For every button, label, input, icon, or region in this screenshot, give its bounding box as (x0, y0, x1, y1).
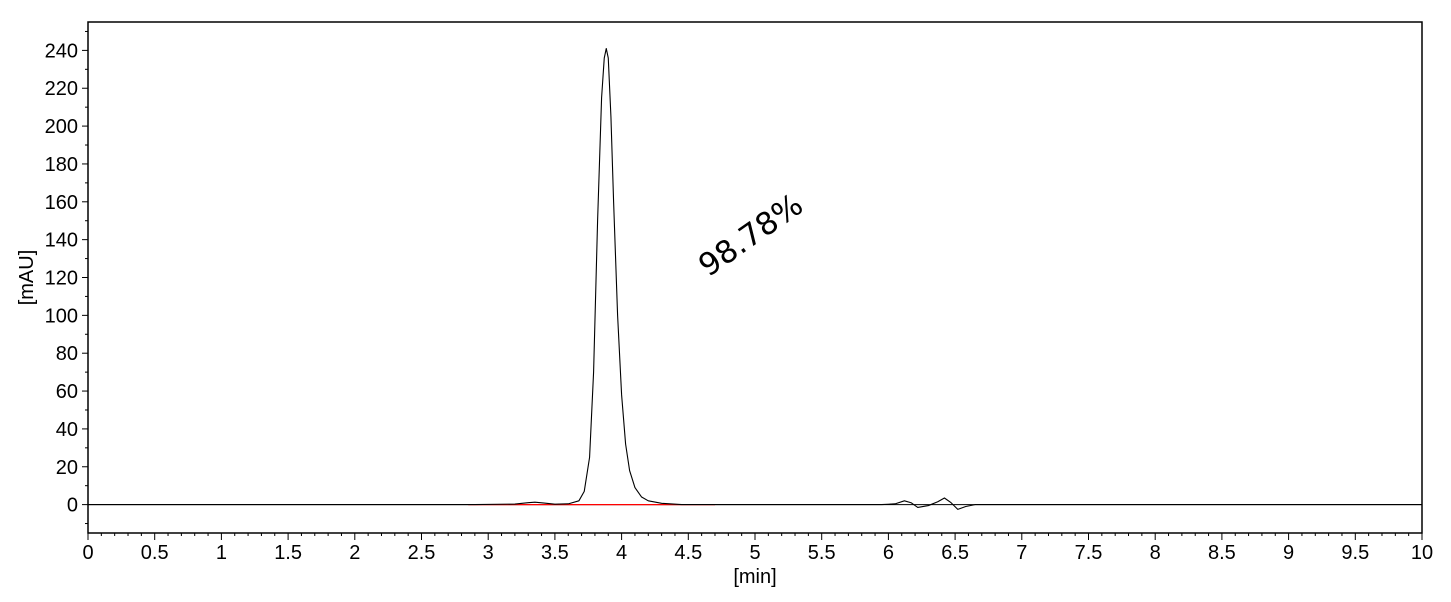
x-tick-label: 8 (1150, 542, 1161, 564)
y-tick-label: 100 (45, 305, 78, 327)
y-tick-label: 220 (45, 78, 78, 100)
x-tick-label: 6 (883, 542, 894, 564)
y-axis-title: [mAU] (16, 250, 38, 306)
x-tick-label: 0 (82, 542, 93, 564)
x-tick-label: 8.5 (1208, 542, 1236, 564)
x-axis-ticks: 0 0.5 1 1.5 2 2.5 3 3.5 4 4.5 5 5.5 6 6.5 7 7.5 8 8.5 9 9.5… (82, 533, 1433, 564)
x-tick-label: 2.5 (408, 542, 436, 564)
x-tick-label: 5.5 (808, 542, 836, 564)
annotation-layer: 98.78% (692, 187, 809, 284)
y-tick-label: 40 (56, 419, 78, 441)
y-axis-ticks: 0 20 40 60 80 100 120 140 160 180 200 220 240 (45, 30, 88, 525)
peak-area-annotation: 98.78% (692, 187, 809, 284)
y-tick-label: 80 (56, 343, 78, 365)
y-tick-label: 160 (45, 192, 78, 214)
x-tick-label: 7 (1016, 542, 1027, 564)
x-axis-title: [min] (733, 566, 776, 588)
y-tick-label: 20 (56, 457, 78, 479)
y-tick-label: 200 (45, 116, 78, 138)
x-tick-label: 6.5 (941, 542, 969, 564)
x-tick-label: 7.5 (1075, 542, 1103, 564)
x-tick-label: 4 (616, 542, 627, 564)
y-tick-label: 240 (45, 40, 78, 62)
y-tick-label: 0 (67, 495, 78, 517)
x-tick-label: 3 (483, 542, 494, 564)
x-tick-label: 9 (1283, 542, 1294, 564)
y-tick-label: 140 (45, 230, 78, 252)
chromatogram-trace (88, 47, 1422, 510)
x-tick-label: 1.5 (274, 542, 302, 564)
x-tick-label: 1 (216, 542, 227, 564)
x-tick-label: 2 (349, 542, 360, 564)
plot-frame (87, 21, 1423, 534)
y-tick-label: 60 (56, 381, 78, 403)
x-tick-label: 9.5 (1341, 542, 1369, 564)
x-tick-label: 4.5 (674, 542, 702, 564)
x-tick-label: 5 (749, 542, 760, 564)
y-tick-label: 180 (45, 154, 78, 176)
x-tick-label: 0.5 (141, 542, 169, 564)
x-tick-label: 3.5 (541, 542, 569, 564)
y-tick-label: 120 (45, 268, 78, 290)
x-tick-label: 10 (1411, 542, 1433, 564)
series-layer (88, 47, 1422, 510)
